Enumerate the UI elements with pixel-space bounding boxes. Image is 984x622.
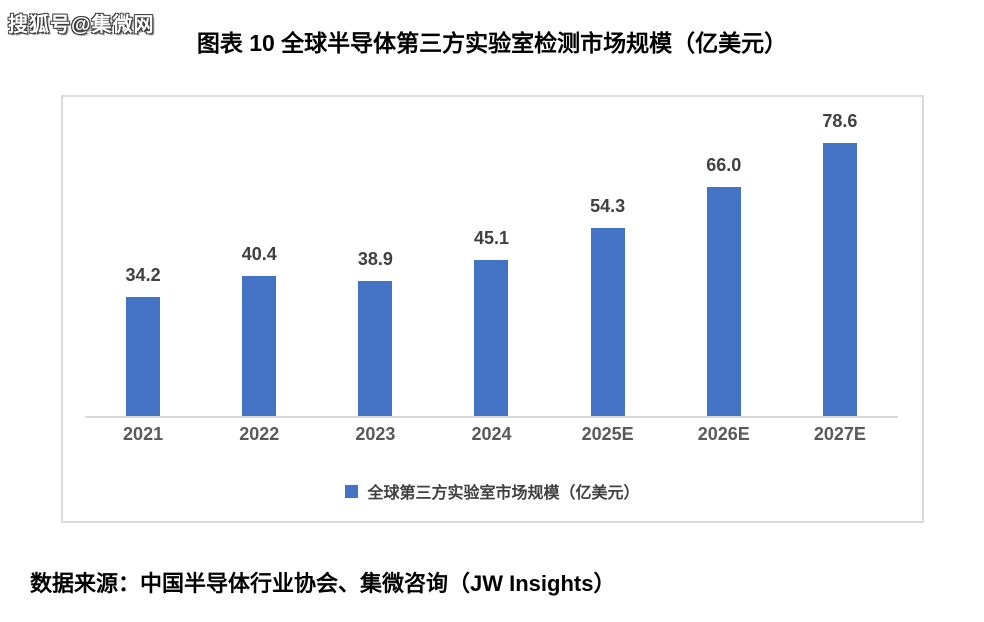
bar-value-label: 34.2 — [125, 265, 161, 285]
x-axis-label: 2027E — [813, 424, 866, 444]
x-axis-label: 2024 — [471, 424, 512, 444]
bar — [474, 260, 509, 416]
bar-column: 78.6 — [782, 111, 898, 416]
plot-area: 34.2 40.4 38.9 45.1 54.3 66.0 78.6 — [85, 97, 898, 418]
x-axis-label: 2026E — [697, 424, 750, 444]
bar-value-label: 66.0 — [706, 155, 742, 175]
bar-column: 66.0 — [666, 155, 782, 416]
chart-title: 图表 10 全球半导体第三方实验室检测市场规模（亿美元） — [196, 30, 788, 56]
bar-column: 45.1 — [433, 228, 549, 416]
x-axis-labels: 2021 2022 2023 2024 2025E 2026E 2027E — [85, 424, 898, 445]
x-axis-label: 2023 — [355, 424, 396, 444]
data-source: 数据来源：中国半导体行业协会、集微咨询（JW Insights） — [30, 571, 616, 596]
bar — [706, 187, 741, 416]
bar-value-label: 40.4 — [241, 244, 277, 264]
bar — [242, 276, 277, 416]
legend: 全球第三方实验室市场规模（亿美元） — [63, 479, 922, 503]
bar-column: 38.9 — [317, 249, 433, 416]
x-axis-label: 2025E — [581, 424, 634, 444]
bar-value-label: 38.9 — [357, 249, 393, 269]
bar-value-label: 78.6 — [822, 111, 858, 131]
x-axis-label: 2021 — [123, 424, 164, 444]
bar-column: 34.2 — [85, 265, 201, 416]
legend-label: 全球第三方实验室市场规模（亿美元） — [367, 485, 640, 502]
bar — [822, 143, 857, 416]
bar-value-label: 54.3 — [590, 196, 626, 216]
bar — [358, 281, 393, 416]
bar-value-label: 45.1 — [473, 228, 510, 248]
watermark: 搜狐号@集微网 — [8, 14, 155, 36]
bar-column: 40.4 — [201, 244, 317, 416]
bar — [126, 297, 161, 416]
bar-column: 54.3 — [550, 196, 666, 416]
chart-frame: 34.2 40.4 38.9 45.1 54.3 66.0 78.6 2021 2022 202… — [61, 95, 924, 523]
legend-marker-icon — [345, 484, 359, 498]
x-axis-label: 2022 — [239, 424, 280, 444]
bar — [590, 228, 625, 416]
